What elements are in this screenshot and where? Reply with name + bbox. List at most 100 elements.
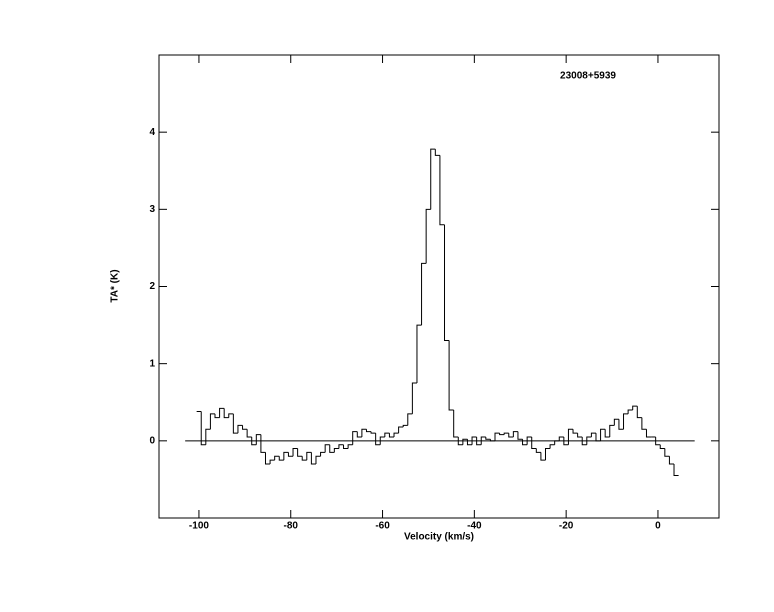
spectrum-channel xyxy=(489,439,495,442)
x-axis-label: Velocity (km/s) xyxy=(404,532,474,543)
spectrum-channel xyxy=(242,425,248,430)
spectrum-channel xyxy=(457,436,463,446)
spectrum-channel xyxy=(333,448,339,453)
spectrum-channel xyxy=(287,452,294,457)
y-tick-label: 4 xyxy=(149,127,155,138)
spectrum-channel xyxy=(645,429,652,438)
spectrum-channel xyxy=(641,417,647,430)
spectrum-channel xyxy=(655,436,661,446)
x-tick-label: -60 xyxy=(375,521,390,532)
y-axis-label: TA* (K) xyxy=(110,269,121,302)
spectrum-channel xyxy=(237,424,243,434)
spectrum-channel xyxy=(512,431,518,437)
spectrum-channel xyxy=(398,426,404,434)
spectrum-channel xyxy=(228,413,234,418)
spectrum-channel xyxy=(301,456,307,461)
spectrum-channel xyxy=(388,433,395,438)
spectrum-channel xyxy=(219,407,225,418)
y-tick-label: 0 xyxy=(149,435,155,446)
spectrum-channel xyxy=(659,444,665,450)
spectrum-channel xyxy=(549,444,555,449)
x-tick-label: 0 xyxy=(655,521,661,532)
spectrum-channel xyxy=(324,444,330,453)
spectrum-channel xyxy=(531,436,537,450)
spectrum-channel xyxy=(544,448,551,461)
spectrum-channel xyxy=(425,208,431,264)
spectrum-channel xyxy=(246,429,252,438)
spectrum-channel xyxy=(306,451,312,461)
spectrum-channel xyxy=(269,459,275,464)
y-tick-label: 1 xyxy=(149,358,155,369)
spectrum-channel xyxy=(632,405,638,410)
spectrum-channel xyxy=(517,431,523,440)
spectrum-channel xyxy=(379,436,385,445)
spectrum-channel xyxy=(347,444,353,449)
spectrum-channel xyxy=(636,406,642,419)
spectrum-channel xyxy=(320,451,326,457)
spectrum-channel xyxy=(558,436,564,441)
spectrum-channel xyxy=(411,382,417,414)
spectrum-channel xyxy=(600,428,606,441)
spectrum-channel xyxy=(581,436,587,446)
spectrum-channel xyxy=(494,432,500,441)
spectrum-channel xyxy=(673,463,679,477)
spectrum-channel xyxy=(416,324,422,383)
spectrum-channel xyxy=(274,455,280,461)
spectrum-channel xyxy=(439,155,445,226)
spectrum-channel xyxy=(609,424,615,437)
spectrum-channel xyxy=(485,436,491,440)
spectrum-channel xyxy=(200,411,206,446)
spectrum-channel xyxy=(315,455,321,464)
spectrum-channel xyxy=(604,429,610,438)
spectrum-channel xyxy=(590,432,596,437)
spectrum-channel xyxy=(572,429,578,434)
spectrum-channel xyxy=(264,452,271,465)
spectrum-channel xyxy=(480,436,486,445)
x-tick-label: -40 xyxy=(467,521,482,532)
spectrum-channel xyxy=(223,408,229,419)
x-tick-label: -20 xyxy=(559,521,574,532)
spectrum-channel xyxy=(352,431,358,445)
spectrum-channel xyxy=(232,413,238,434)
spectrum-channel xyxy=(471,436,477,445)
spectrum-channel xyxy=(627,409,633,414)
spectrum-channel xyxy=(283,451,289,461)
spectrum-channel xyxy=(668,456,675,465)
spectrum-channel xyxy=(586,436,592,445)
spectrum-channel xyxy=(595,433,601,442)
spectrum-channel xyxy=(370,431,376,434)
spectrum-channel xyxy=(375,433,381,446)
spectrum-channel xyxy=(430,148,436,210)
spectrum-channel xyxy=(664,448,670,457)
spectrum-channel xyxy=(407,413,413,426)
spectrum-channel xyxy=(338,444,344,449)
x-tick-label: -80 xyxy=(284,521,299,532)
spectrum-channel xyxy=(434,149,440,156)
spectrum-channel xyxy=(554,440,560,445)
spectrum-channel xyxy=(251,436,257,446)
spectrum-channel xyxy=(297,448,303,457)
spectrum-channel xyxy=(384,432,390,437)
spectrum-channel xyxy=(466,439,473,446)
x-tick-label: -100 xyxy=(189,521,209,532)
spectrum-channel xyxy=(421,262,427,326)
spectrum-channel xyxy=(205,428,211,445)
spectrum-channel xyxy=(567,428,574,445)
spectrum-channel xyxy=(462,438,468,445)
spectrum-channel xyxy=(343,444,349,450)
spectrum-channel xyxy=(453,409,459,438)
spectrum-channel xyxy=(540,452,546,461)
spectrum-channel xyxy=(329,444,335,453)
spectrum-channel xyxy=(563,436,569,446)
plot-frame xyxy=(158,54,720,519)
spectrum-channel xyxy=(535,448,541,453)
spectrum-channel xyxy=(508,433,514,438)
spectrum-channel xyxy=(623,413,629,430)
spectrum-channel xyxy=(577,433,583,438)
spectrum-channel xyxy=(255,434,261,445)
spectrum-channel xyxy=(365,429,372,433)
y-tick-label: 2 xyxy=(149,281,155,292)
chart-title: 23008+5939 xyxy=(560,71,616,82)
spectrum-channel xyxy=(499,433,505,436)
